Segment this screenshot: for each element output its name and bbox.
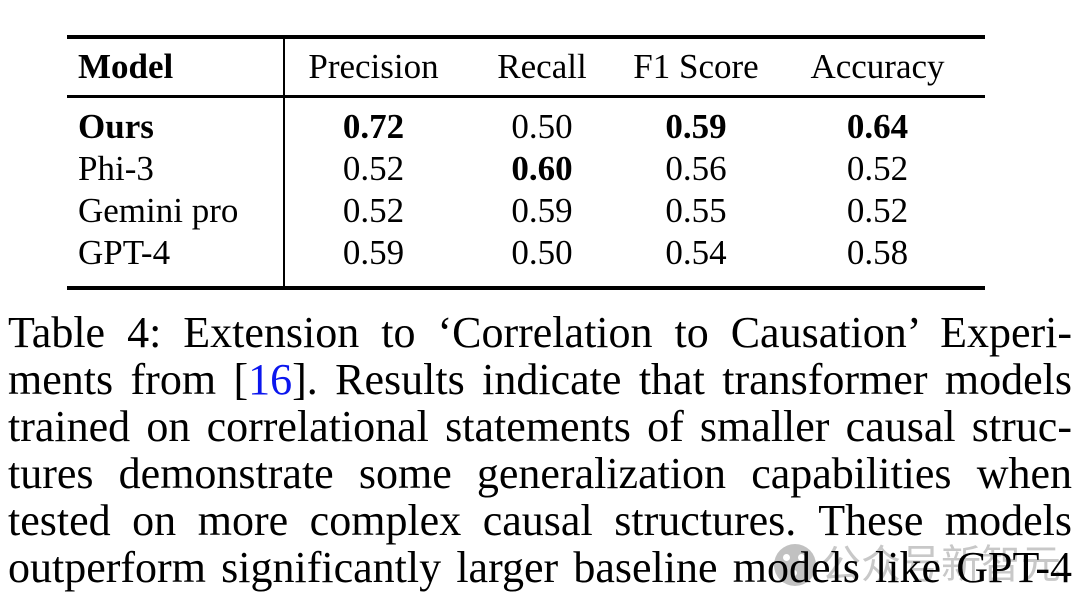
caption-line: Table 4: Extension to ‘Correlation to Ca… xyxy=(8,309,1072,356)
model-name: Phi-3 xyxy=(67,148,285,190)
caption-line: trained on correlational statements of s… xyxy=(8,403,1072,450)
metric-value: 0.59 xyxy=(511,191,573,230)
caption-text: tested on more complex causal structures… xyxy=(8,496,1072,545)
metric-value: 0.54 xyxy=(665,233,727,272)
col-header-model: Model xyxy=(67,37,285,97)
table-header-row: Model Precision Recall F1 Score Accuracy xyxy=(67,37,985,97)
metric-value: 0.58 xyxy=(846,233,909,272)
metric-value: 0.52 xyxy=(342,149,405,188)
caption-line: outperform significantly larger baseline… xyxy=(8,544,1072,591)
metric-value: 0.52 xyxy=(846,191,909,230)
col-header-precision: Precision xyxy=(308,47,439,86)
col-header-accuracy: Accuracy xyxy=(810,47,945,86)
citation-ref-16[interactable]: 16 xyxy=(248,355,293,404)
table-row-gpt-4: GPT-4 0.59 0.50 0.54 0.58 xyxy=(67,232,985,288)
col-header-recall: Recall xyxy=(497,47,587,86)
metric-value: 0.55 xyxy=(665,191,727,230)
caption-line: ments from [16]. Results indicate that t… xyxy=(8,356,1072,403)
caption-text: Table 4: Extension to ‘Correlation to Ca… xyxy=(8,308,1072,357)
model-name: GPT-4 xyxy=(67,232,285,288)
table-caption: Table 4: Extension to ‘Correlation to Ca… xyxy=(8,309,1072,591)
metric-value: 0.50 xyxy=(511,107,573,146)
metric-value: 0.50 xyxy=(511,233,573,272)
results-table: Model Precision Recall F1 Score Accuracy Our… xyxy=(67,35,985,290)
table-row-phi-3: Phi-3 0.52 0.60 0.56 0.52 xyxy=(67,148,985,190)
table-row-gemini-pro: Gemini pro 0.52 0.59 0.55 0.52 xyxy=(67,190,985,232)
metric-value: 0.60 xyxy=(511,149,573,188)
model-name: Gemini pro xyxy=(67,190,285,232)
metric-value: 0.64 xyxy=(846,107,909,146)
metric-value: 0.52 xyxy=(342,191,405,230)
metric-value: 0.59 xyxy=(665,107,727,146)
caption-text: trained on correlational statements of s… xyxy=(8,402,1072,451)
metric-value: 0.56 xyxy=(665,149,727,188)
col-header-f1-score: F1 Score xyxy=(633,47,759,86)
caption-text: ments from [ xyxy=(8,355,249,404)
caption-text: ]. Results indicate that transformer mod… xyxy=(292,355,1072,404)
results-table-wrap: Model Precision Recall F1 Score Accuracy Our… xyxy=(67,35,985,290)
caption-line: tures demonstrate some generalization ca… xyxy=(8,450,1072,497)
table-row-ours: Ours 0.72 0.50 0.59 0.64 xyxy=(67,96,985,148)
caption-text: tures demonstrate some generalization ca… xyxy=(8,449,1072,498)
model-name: Ours xyxy=(67,96,285,148)
caption-line: tested on more complex causal structures… xyxy=(8,497,1072,544)
caption-text: outperform significantly larger baseline… xyxy=(8,543,1072,592)
metric-value: 0.72 xyxy=(342,107,405,146)
metric-value: 0.52 xyxy=(846,149,909,188)
metric-value: 0.59 xyxy=(342,233,405,272)
